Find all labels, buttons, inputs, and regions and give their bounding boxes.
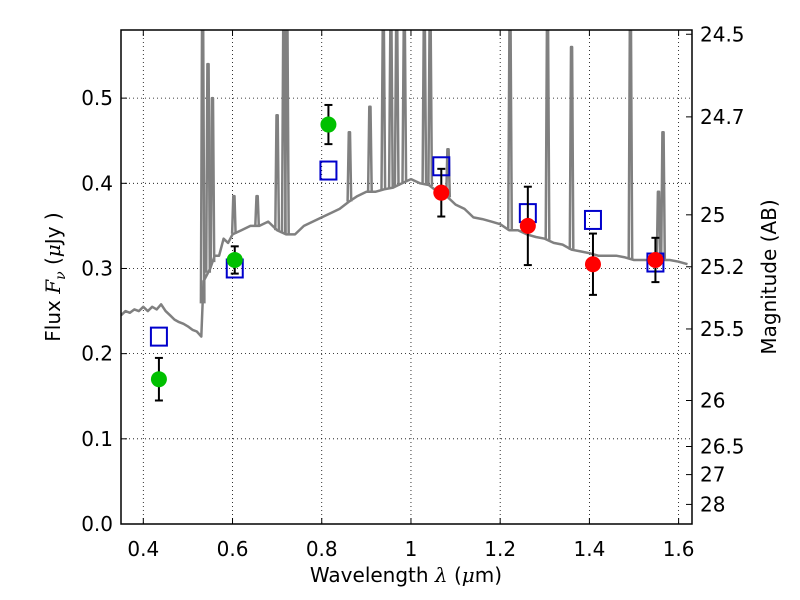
y2-tick-label: 28 [700, 492, 725, 516]
ticks: 0.4 0.6 0.8 1 1.2 1.4 1.6 0.0 0.1 0.2 0.3 0.4 0.5 24.… [81, 22, 744, 561]
observed-point [519, 217, 536, 234]
y2-tick-label: 27 [700, 463, 725, 487]
x-tick-label: 1 [405, 537, 418, 561]
x-tick-label: 1.2 [484, 537, 516, 561]
emission-line [659, 130, 667, 261]
emission-line [544, 30, 551, 240]
emission-line [199, 30, 206, 304]
y2-tick-label: 24.5 [700, 22, 745, 46]
emission-line [393, 30, 400, 186]
emission-line [204, 62, 212, 273]
markers [149, 103, 665, 402]
model-photometry-square [149, 326, 168, 347]
y-tick-label: 0.3 [81, 256, 113, 280]
y-tick-label: 0.1 [81, 427, 113, 451]
x-tick-label: 0.4 [127, 537, 159, 561]
spectrum-continuum [121, 177, 688, 338]
y2-tick-label: 26 [700, 389, 725, 413]
emission-line [627, 30, 634, 259]
plot-area [121, 30, 688, 338]
y-tick-label: 0.0 [81, 512, 113, 536]
emission-line [421, 30, 428, 185]
emission-line [387, 30, 394, 189]
y2-tick-label: 26.5 [700, 434, 745, 458]
emission-line [230, 194, 237, 234]
observed-point [647, 251, 664, 268]
x-tick-label: 1.6 [663, 537, 695, 561]
y-tick-label: 0.5 [81, 86, 113, 110]
x-tick-label: 1.4 [573, 537, 605, 561]
y-axis-title: Flux Fν (μJy ) [41, 212, 69, 341]
x-tick-label: 0.6 [217, 537, 249, 561]
emission-line [401, 30, 408, 183]
y2-tick-label: 25 [700, 203, 725, 227]
emission-line [283, 30, 290, 235]
emission-line [254, 194, 261, 226]
model-photometry-square [583, 209, 602, 230]
observed-point [584, 256, 601, 273]
y2-tick-label: 24.7 [700, 105, 745, 129]
x-axis-title: Wavelength λ (μm) [310, 563, 502, 587]
x-tick-label: 0.8 [306, 537, 338, 561]
y2-axis-title: Magnitude (AB) [757, 199, 781, 354]
y-tick-label: 0.2 [81, 342, 113, 366]
emission-line [568, 45, 575, 250]
observed-point [226, 251, 243, 268]
y-tick-label: 0.4 [81, 171, 113, 195]
y2-tick-label: 25.2 [700, 255, 745, 279]
emission-line [506, 30, 514, 231]
model-photometry-square [319, 160, 338, 181]
plot-frame [120, 29, 693, 525]
observed-point [320, 116, 337, 133]
emission-line [380, 30, 387, 190]
emission-line [366, 105, 373, 192]
emission-line [655, 190, 662, 261]
emission-line [274, 113, 281, 231]
observed-point [433, 184, 450, 201]
y2-tick-label: 25.5 [700, 317, 745, 341]
emission-line [427, 30, 434, 187]
observed-point [150, 371, 167, 388]
emission-line [346, 130, 353, 202]
emission-line [209, 96, 216, 263]
